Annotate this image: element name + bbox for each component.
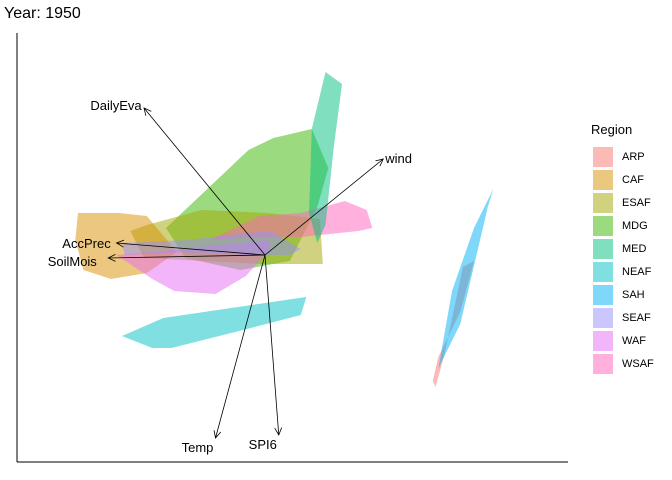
legend-label: SEAF: [622, 312, 651, 325]
legend-swatch: [593, 146, 613, 167]
legend-label: WAF: [622, 335, 647, 348]
vector-temp: [215, 254, 266, 439]
legend-label: NEAF: [622, 266, 652, 279]
arrowhead-dailyeva: [143, 107, 152, 116]
legend-item-mdg: MDG: [591, 214, 654, 237]
vector-wind: [264, 158, 384, 256]
legend-label: MED: [622, 242, 647, 255]
vector-spi6: [264, 254, 280, 436]
legend-item-arp: ARP: [591, 145, 654, 168]
legend-swatch: [593, 215, 613, 236]
axes: [16, 33, 568, 463]
legend-swatch: [593, 331, 613, 352]
legend-label: WSAF: [622, 358, 654, 371]
vector-accprec: [116, 242, 266, 256]
legend-label: ARP: [622, 150, 645, 163]
hull-sah: [438, 189, 494, 369]
vector-dailyeva: [143, 107, 266, 256]
legend-items: ARP CAF ESAF MDG MED NEAF SAH SEAF WAF WSAF: [591, 145, 654, 376]
legend-swatch: [593, 169, 613, 190]
legend-swatch: [593, 308, 613, 329]
legend-item-caf: CAF: [591, 168, 654, 191]
legend-label: ESAF: [622, 196, 651, 209]
legend-swatch: [593, 354, 613, 375]
legend-label: SAH: [622, 289, 645, 302]
legend: Region ARP CAF ESAF MDG MED NEAF SAH SEAF WAF WSA…: [591, 122, 654, 376]
arrowhead-soilmois: [107, 254, 116, 262]
legend-swatch: [593, 285, 613, 306]
legend-item-seaf: SEAF: [591, 307, 654, 330]
vector-label-dailyeva: DailyEva: [90, 98, 142, 113]
legend-swatch: [593, 238, 613, 259]
loading-vectors: DailyEva wind AccPrec SoilMois Temp SPI6: [48, 98, 412, 455]
vector-label-temp: Temp: [182, 440, 214, 455]
legend-item-wsaf: WSAF: [591, 353, 654, 376]
legend-item-waf: WAF: [591, 330, 654, 353]
legend-item-neaf: NEAF: [591, 260, 654, 283]
hull-wsaf: [210, 201, 373, 240]
arrowhead-spi6: [274, 427, 283, 436]
legend-label: CAF: [622, 173, 644, 186]
legend-item-sah: SAH: [591, 284, 654, 307]
legend-item-med: MED: [591, 237, 654, 260]
legend-swatch: [593, 192, 613, 213]
hull-neaf: [122, 297, 307, 348]
vector-label-accprec: AccPrec: [62, 236, 111, 251]
hull-seaf: [122, 231, 301, 255]
legend-title: Region: [591, 122, 633, 137]
hull-med: [309, 72, 342, 243]
chart-title: Year: 1950: [4, 5, 81, 22]
vector-label-spi6: SPI6: [249, 437, 277, 452]
arrowhead-wind: [375, 158, 384, 167]
arrowhead-accprec: [115, 239, 125, 248]
legend-item-esaf: ESAF: [591, 191, 654, 214]
legend-swatch: [593, 262, 613, 283]
region-hulls: [75, 72, 494, 387]
legend-label: MDG: [622, 219, 648, 232]
vector-soilmois: [108, 254, 266, 259]
arrowhead-temp: [213, 430, 222, 439]
vector-label-soilmois: SoilMois: [48, 254, 98, 269]
vector-label-wind: wind: [384, 151, 412, 166]
